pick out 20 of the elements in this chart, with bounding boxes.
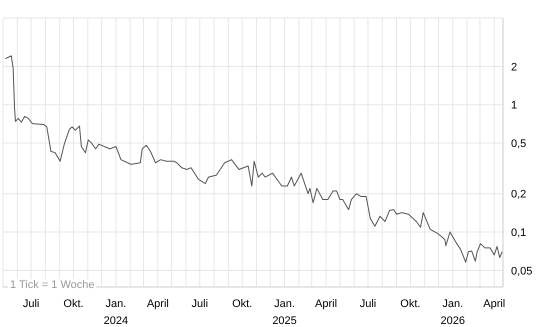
y-tick-label: 0,1	[511, 226, 526, 239]
x-tick-label: Juli	[22, 298, 40, 310]
x-tick-label: Juli	[360, 298, 376, 310]
x-tick-label: Jan. 2026	[440, 298, 466, 327]
y-tick-label: 0,2	[511, 188, 526, 201]
annotation: 1 Tick = 1 Woche	[8, 279, 96, 291]
y-tick-label: 0,05	[511, 265, 532, 278]
x-tick-label: Okt.	[400, 298, 420, 310]
y-tick-label: 0,5	[511, 138, 526, 150]
y-tick-label: 2	[511, 61, 518, 74]
x-tick-label: Okt.	[232, 298, 252, 310]
x-tick-label: Jan. 2025	[272, 298, 297, 327]
x-tick-label: Juli	[192, 298, 208, 310]
x-tick-label: Okt.	[63, 298, 84, 310]
line-series	[4, 55, 503, 263]
x-tick-label: April	[146, 298, 169, 310]
x-tick-label: April	[315, 298, 338, 310]
y-tick-label: 1	[511, 100, 518, 112]
x-tick-label: Jan. 2024	[104, 298, 128, 327]
x-tick-label: April	[483, 298, 506, 310]
